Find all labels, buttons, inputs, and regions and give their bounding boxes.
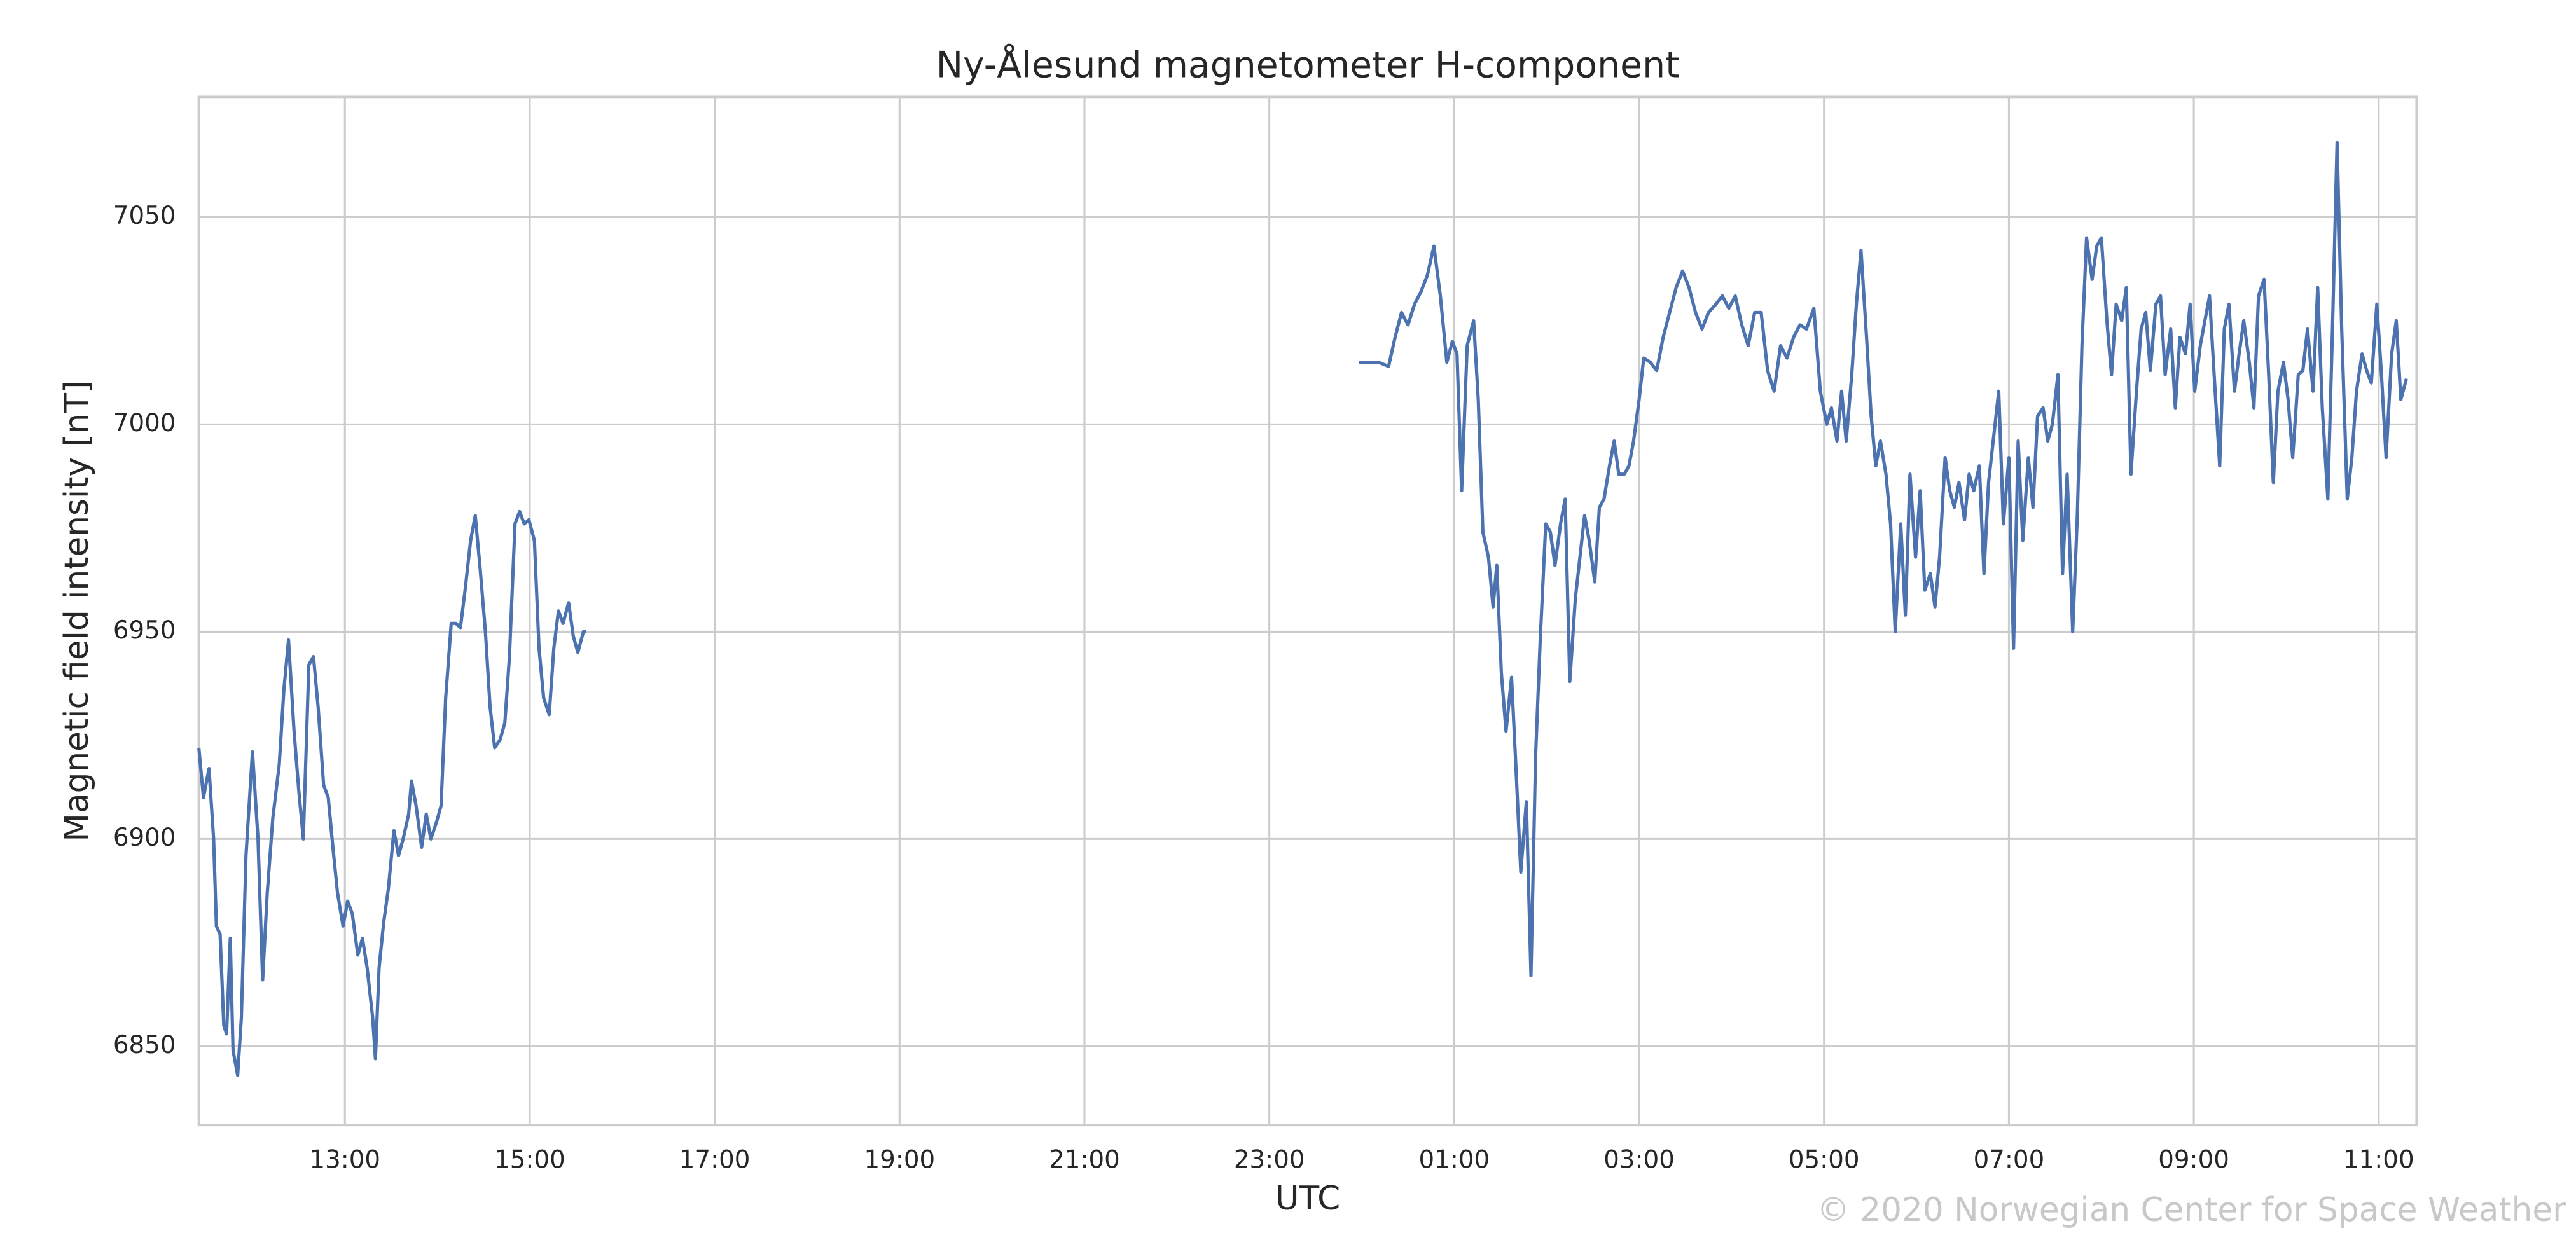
- y-tick-label: 6950: [113, 616, 176, 645]
- x-tick-label: 03:00: [1603, 1146, 1675, 1175]
- x-tick-label: 13:00: [309, 1146, 380, 1175]
- x-tick-label: 09:00: [2158, 1146, 2229, 1175]
- y-tick-label: 7050: [113, 202, 176, 230]
- y-tick-label: 6900: [113, 823, 176, 852]
- x-tick-label: 17:00: [679, 1146, 751, 1175]
- data-line: [197, 141, 2408, 1077]
- grid: [198, 97, 2417, 1126]
- y-axis-label: Magnetic field intensity [nT]: [58, 380, 96, 842]
- x-tick-label: 05:00: [1789, 1146, 1860, 1175]
- y-tick-label: 7000: [113, 409, 176, 437]
- plot-frame: [197, 95, 2418, 1127]
- x-tick-label: 21:00: [1049, 1146, 1120, 1175]
- x-axis-label: UTC: [1275, 1180, 1340, 1218]
- x-tick-label: 11:00: [2343, 1146, 2414, 1175]
- x-tick-label: 07:00: [1974, 1146, 2045, 1175]
- watermark: © 2020 Norwegian Center for Space Weathe…: [1817, 1191, 2566, 1229]
- x-tick-label: 01:00: [1419, 1146, 1490, 1175]
- x-tick-label: 19:00: [864, 1146, 935, 1175]
- chart-title: Ny-Ålesund magnetometer H-component: [936, 43, 1680, 86]
- x-tick-label: 15:00: [494, 1146, 565, 1175]
- y-tick-label: 6850: [113, 1031, 176, 1059]
- plot-area: [197, 141, 2408, 1077]
- x-tick-label: 23:00: [1234, 1146, 1305, 1175]
